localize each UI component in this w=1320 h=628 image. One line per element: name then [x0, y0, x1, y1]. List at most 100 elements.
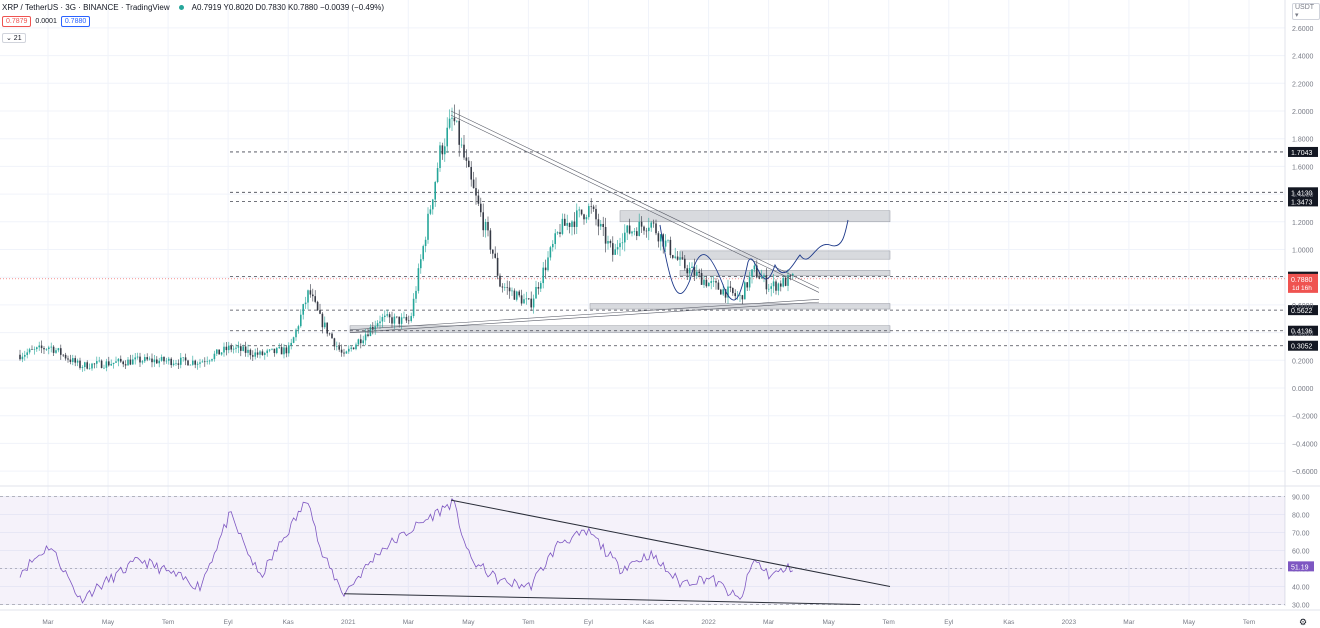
- rsi-tick-label: 40.00: [1292, 585, 1310, 592]
- candle-body: [422, 246, 424, 260]
- candle-body: [705, 279, 708, 287]
- candle-body: [715, 281, 717, 283]
- trendline-lower-2[interactable]: [349, 299, 820, 331]
- trendline-upper[interactable]: [450, 110, 820, 289]
- candle-body: [240, 346, 242, 351]
- currency-selector[interactable]: USDT ▾: [1292, 3, 1320, 20]
- candle-body: [585, 217, 588, 220]
- candle-body: [415, 290, 417, 299]
- candle-body: [38, 345, 40, 348]
- candle-body: [513, 290, 516, 300]
- candle-body: [220, 352, 223, 355]
- candle-body: [532, 298, 535, 308]
- time-tick-label: Mar: [403, 619, 415, 626]
- rsi-trendline-lower[interactable]: [343, 593, 861, 605]
- candle-body: [432, 199, 434, 210]
- price-tag-bg: [1288, 273, 1318, 293]
- sell-price-button[interactable]: 0.7879: [2, 16, 32, 27]
- indicator-toggle[interactable]: ⌄ 21: [2, 33, 26, 43]
- rsi-line[interactable]: [19, 497, 793, 604]
- candle-body: [314, 296, 316, 302]
- candle-body: [163, 356, 165, 362]
- candle-body: [312, 294, 314, 297]
- time-tick-label: 2022: [701, 619, 716, 626]
- candle-body: [324, 322, 326, 328]
- candle-body: [736, 295, 739, 297]
- price-axis: 2.6000 2.4000 2.2000 2.0000 1.8000 1.6000 1.40…: [1292, 26, 1318, 476]
- candle-body: [336, 346, 338, 347]
- zone-rect[interactable]: [589, 303, 891, 310]
- candle-body: [480, 203, 482, 213]
- candle-body: [115, 361, 117, 363]
- candle-body: [129, 359, 132, 365]
- candle-body: [506, 287, 508, 288]
- zone-rect[interactable]: [679, 250, 891, 260]
- candle-body: [237, 346, 240, 348]
- zone-rect[interactable]: [619, 210, 891, 223]
- candle-body: [350, 347, 352, 349]
- rsi-trendline-upper[interactable]: [450, 499, 891, 587]
- level-label-bg: [1288, 187, 1318, 198]
- candle-body: [403, 316, 405, 318]
- rsi-tick-label: 70.00: [1292, 531, 1310, 538]
- symbol-title[interactable]: XRP / TetherUS · 3G · BINANCE · TradingV…: [2, 3, 170, 12]
- candle-body: [540, 283, 542, 289]
- candle-body: [597, 219, 600, 227]
- candle-body: [470, 166, 472, 180]
- trendline-upper-2[interactable]: [450, 114, 820, 293]
- candle-body: [696, 271, 698, 276]
- candle-body: [156, 359, 158, 364]
- candle-body: [417, 268, 420, 291]
- gear-icon[interactable]: ⚙: [1299, 617, 1308, 627]
- candle-body: [487, 221, 489, 231]
- candle-body: [60, 348, 62, 355]
- candle-body: [242, 346, 244, 351]
- candle-body: [285, 347, 288, 354]
- buy-price-button[interactable]: 0.7880: [60, 16, 91, 27]
- candle-body: [592, 206, 595, 209]
- candle-body: [309, 290, 312, 295]
- candle-body: [523, 299, 525, 304]
- trendline-lower[interactable]: [349, 301, 820, 333]
- candle-body: [376, 323, 379, 327]
- candle-body: [120, 358, 122, 362]
- candle-body: [784, 277, 787, 286]
- candle-body: [669, 239, 672, 256]
- candle-body: [436, 168, 439, 182]
- candle-body: [254, 352, 256, 357]
- time-tick-label: 2023: [1062, 619, 1077, 626]
- candle-body: [729, 286, 732, 288]
- time-tick-label: Eyl: [944, 619, 954, 626]
- candle-body: [379, 321, 381, 324]
- candle-body: [96, 361, 98, 364]
- candle-body: [302, 304, 304, 315]
- candle-body: [520, 295, 523, 304]
- time-tick-label: Eyl: [584, 619, 594, 626]
- price-tick-label: 0.2000: [1292, 358, 1314, 365]
- candle-body: [489, 230, 492, 250]
- candle-body: [568, 223, 571, 227]
- candle-body: [127, 359, 129, 366]
- zone-rect[interactable]: [679, 270, 891, 277]
- candle-body: [494, 253, 496, 258]
- candle-body: [91, 363, 93, 369]
- time-tick-label: Tem: [162, 619, 174, 626]
- candle-body: [256, 352, 259, 355]
- candle-body: [216, 349, 218, 354]
- candle-body: [571, 221, 573, 227]
- time-tick-label: Tem: [883, 619, 895, 626]
- candle-body: [561, 218, 564, 234]
- candle-body: [739, 295, 741, 296]
- candle-body: [189, 364, 192, 366]
- candle-body: [708, 282, 710, 287]
- candle-body: [710, 281, 712, 283]
- candle-body: [232, 348, 235, 350]
- candle-body: [211, 359, 213, 361]
- candle-body: [132, 359, 134, 365]
- candle-body: [283, 347, 285, 355]
- projection-path[interactable]: [659, 219, 849, 301]
- candle-body: [434, 181, 436, 200]
- candle-body: [655, 223, 657, 234]
- zone-rect[interactable]: [349, 325, 891, 333]
